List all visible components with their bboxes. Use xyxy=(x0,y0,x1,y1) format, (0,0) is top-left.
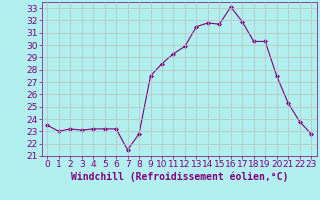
X-axis label: Windchill (Refroidissement éolien,°C): Windchill (Refroidissement éolien,°C) xyxy=(70,172,288,182)
